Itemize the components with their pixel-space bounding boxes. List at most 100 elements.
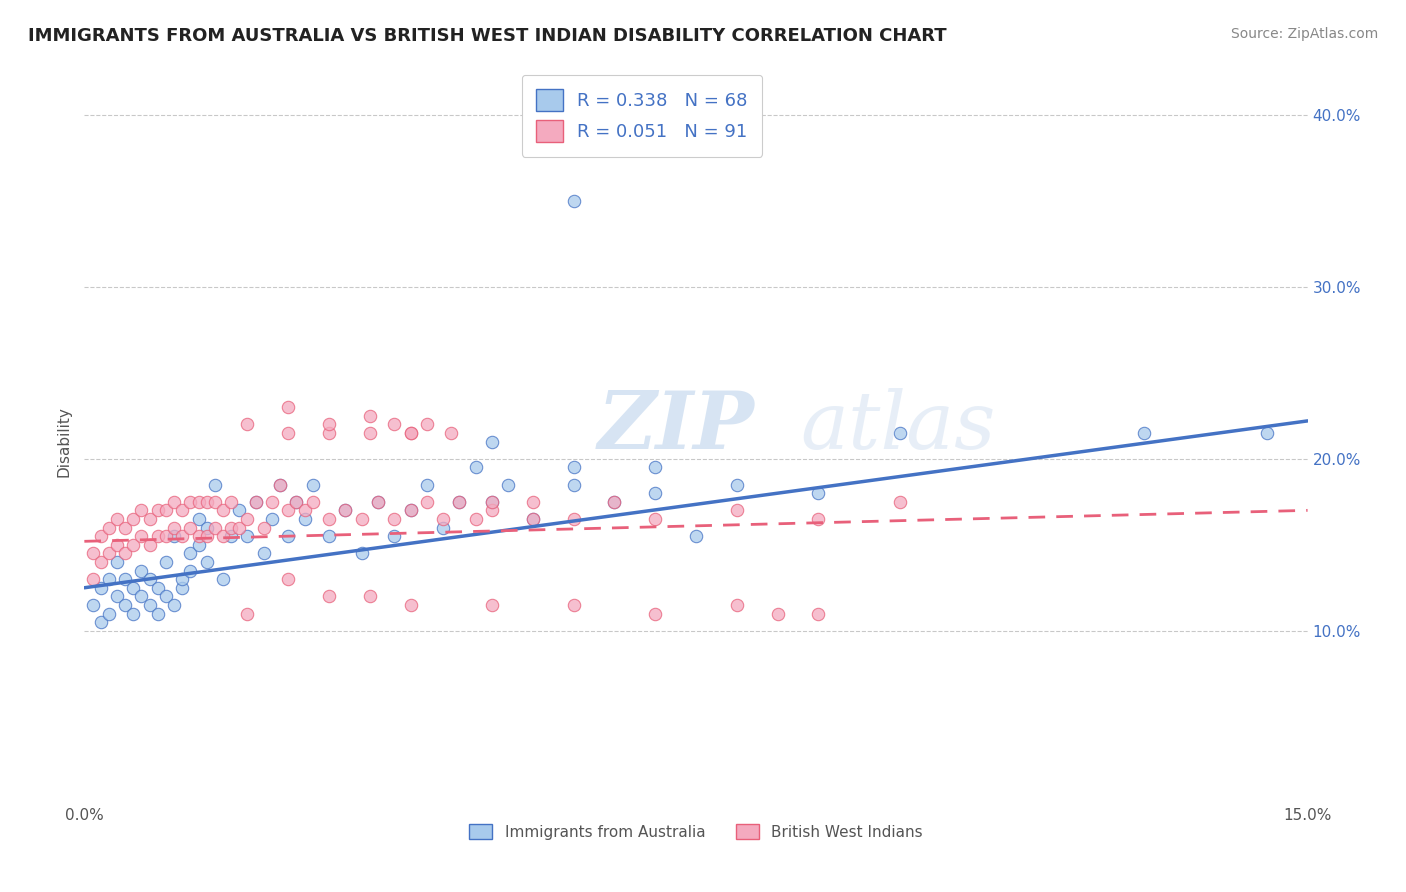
Point: [562, 460, 585, 475]
Point: [212, 503, 235, 517]
Point: [889, 425, 911, 440]
Point: [195, 529, 218, 543]
Point: [481, 494, 503, 508]
Point: [155, 529, 177, 543]
Point: [179, 520, 201, 534]
Point: [204, 520, 226, 534]
Point: [90, 581, 112, 595]
Point: [195, 520, 218, 534]
Point: [187, 538, 209, 552]
Point: [219, 529, 242, 543]
Point: [498, 477, 520, 491]
Point: [318, 590, 340, 604]
Point: [399, 503, 422, 517]
Point: [644, 460, 666, 475]
Point: [172, 581, 194, 595]
Point: [464, 512, 486, 526]
Point: [204, 477, 226, 491]
Point: [97, 520, 120, 534]
Point: [236, 417, 259, 432]
Point: [766, 607, 789, 621]
Point: [155, 555, 177, 569]
Point: [114, 572, 136, 586]
Point: [382, 529, 405, 543]
Point: [155, 503, 177, 517]
Point: [131, 590, 153, 604]
Text: ZIP: ZIP: [598, 388, 755, 466]
Point: [155, 590, 177, 604]
Point: [114, 598, 136, 612]
Point: [685, 529, 707, 543]
Point: [179, 546, 201, 560]
Point: [522, 494, 544, 508]
Point: [807, 486, 830, 500]
Point: [644, 607, 666, 621]
Point: [350, 546, 373, 560]
Point: [253, 546, 276, 560]
Point: [889, 494, 911, 508]
Point: [301, 494, 323, 508]
Point: [301, 477, 323, 491]
Point: [399, 425, 422, 440]
Point: [399, 598, 422, 612]
Y-axis label: Disability: Disability: [56, 406, 72, 477]
Point: [277, 425, 299, 440]
Point: [449, 494, 471, 508]
Point: [603, 494, 626, 508]
Point: [359, 409, 381, 423]
Point: [603, 494, 626, 508]
Point: [725, 503, 748, 517]
Point: [97, 546, 120, 560]
Point: [481, 598, 503, 612]
Point: [269, 477, 291, 491]
Point: [219, 494, 242, 508]
Point: [179, 564, 201, 578]
Point: [90, 555, 112, 569]
Point: [562, 598, 585, 612]
Point: [179, 494, 201, 508]
Point: [318, 512, 340, 526]
Point: [212, 529, 235, 543]
Point: [146, 607, 169, 621]
Point: [644, 486, 666, 500]
Point: [807, 512, 830, 526]
Point: [562, 477, 585, 491]
Point: [416, 477, 439, 491]
Point: [277, 503, 299, 517]
Point: [318, 529, 340, 543]
Point: [562, 194, 585, 208]
Point: [138, 598, 160, 612]
Point: [236, 512, 259, 526]
Point: [172, 503, 194, 517]
Point: [228, 520, 250, 534]
Point: [131, 503, 153, 517]
Point: [1256, 425, 1278, 440]
Point: [236, 529, 259, 543]
Point: [277, 400, 299, 414]
Point: [105, 538, 128, 552]
Legend: Immigrants from Australia, British West Indians: Immigrants from Australia, British West …: [464, 818, 928, 846]
Point: [562, 512, 585, 526]
Point: [114, 546, 136, 560]
Point: [245, 494, 267, 508]
Point: [228, 503, 250, 517]
Point: [253, 520, 276, 534]
Point: [350, 512, 373, 526]
Point: [163, 520, 186, 534]
Point: [146, 503, 169, 517]
Text: Source: ZipAtlas.com: Source: ZipAtlas.com: [1230, 27, 1378, 41]
Point: [725, 598, 748, 612]
Point: [82, 572, 104, 586]
Point: [522, 512, 544, 526]
Point: [481, 434, 503, 449]
Point: [105, 555, 128, 569]
Point: [440, 425, 463, 440]
Point: [236, 607, 259, 621]
Point: [399, 425, 422, 440]
Point: [277, 572, 299, 586]
Point: [122, 512, 145, 526]
Point: [187, 494, 209, 508]
Point: [399, 503, 422, 517]
Point: [138, 572, 160, 586]
Point: [245, 494, 267, 508]
